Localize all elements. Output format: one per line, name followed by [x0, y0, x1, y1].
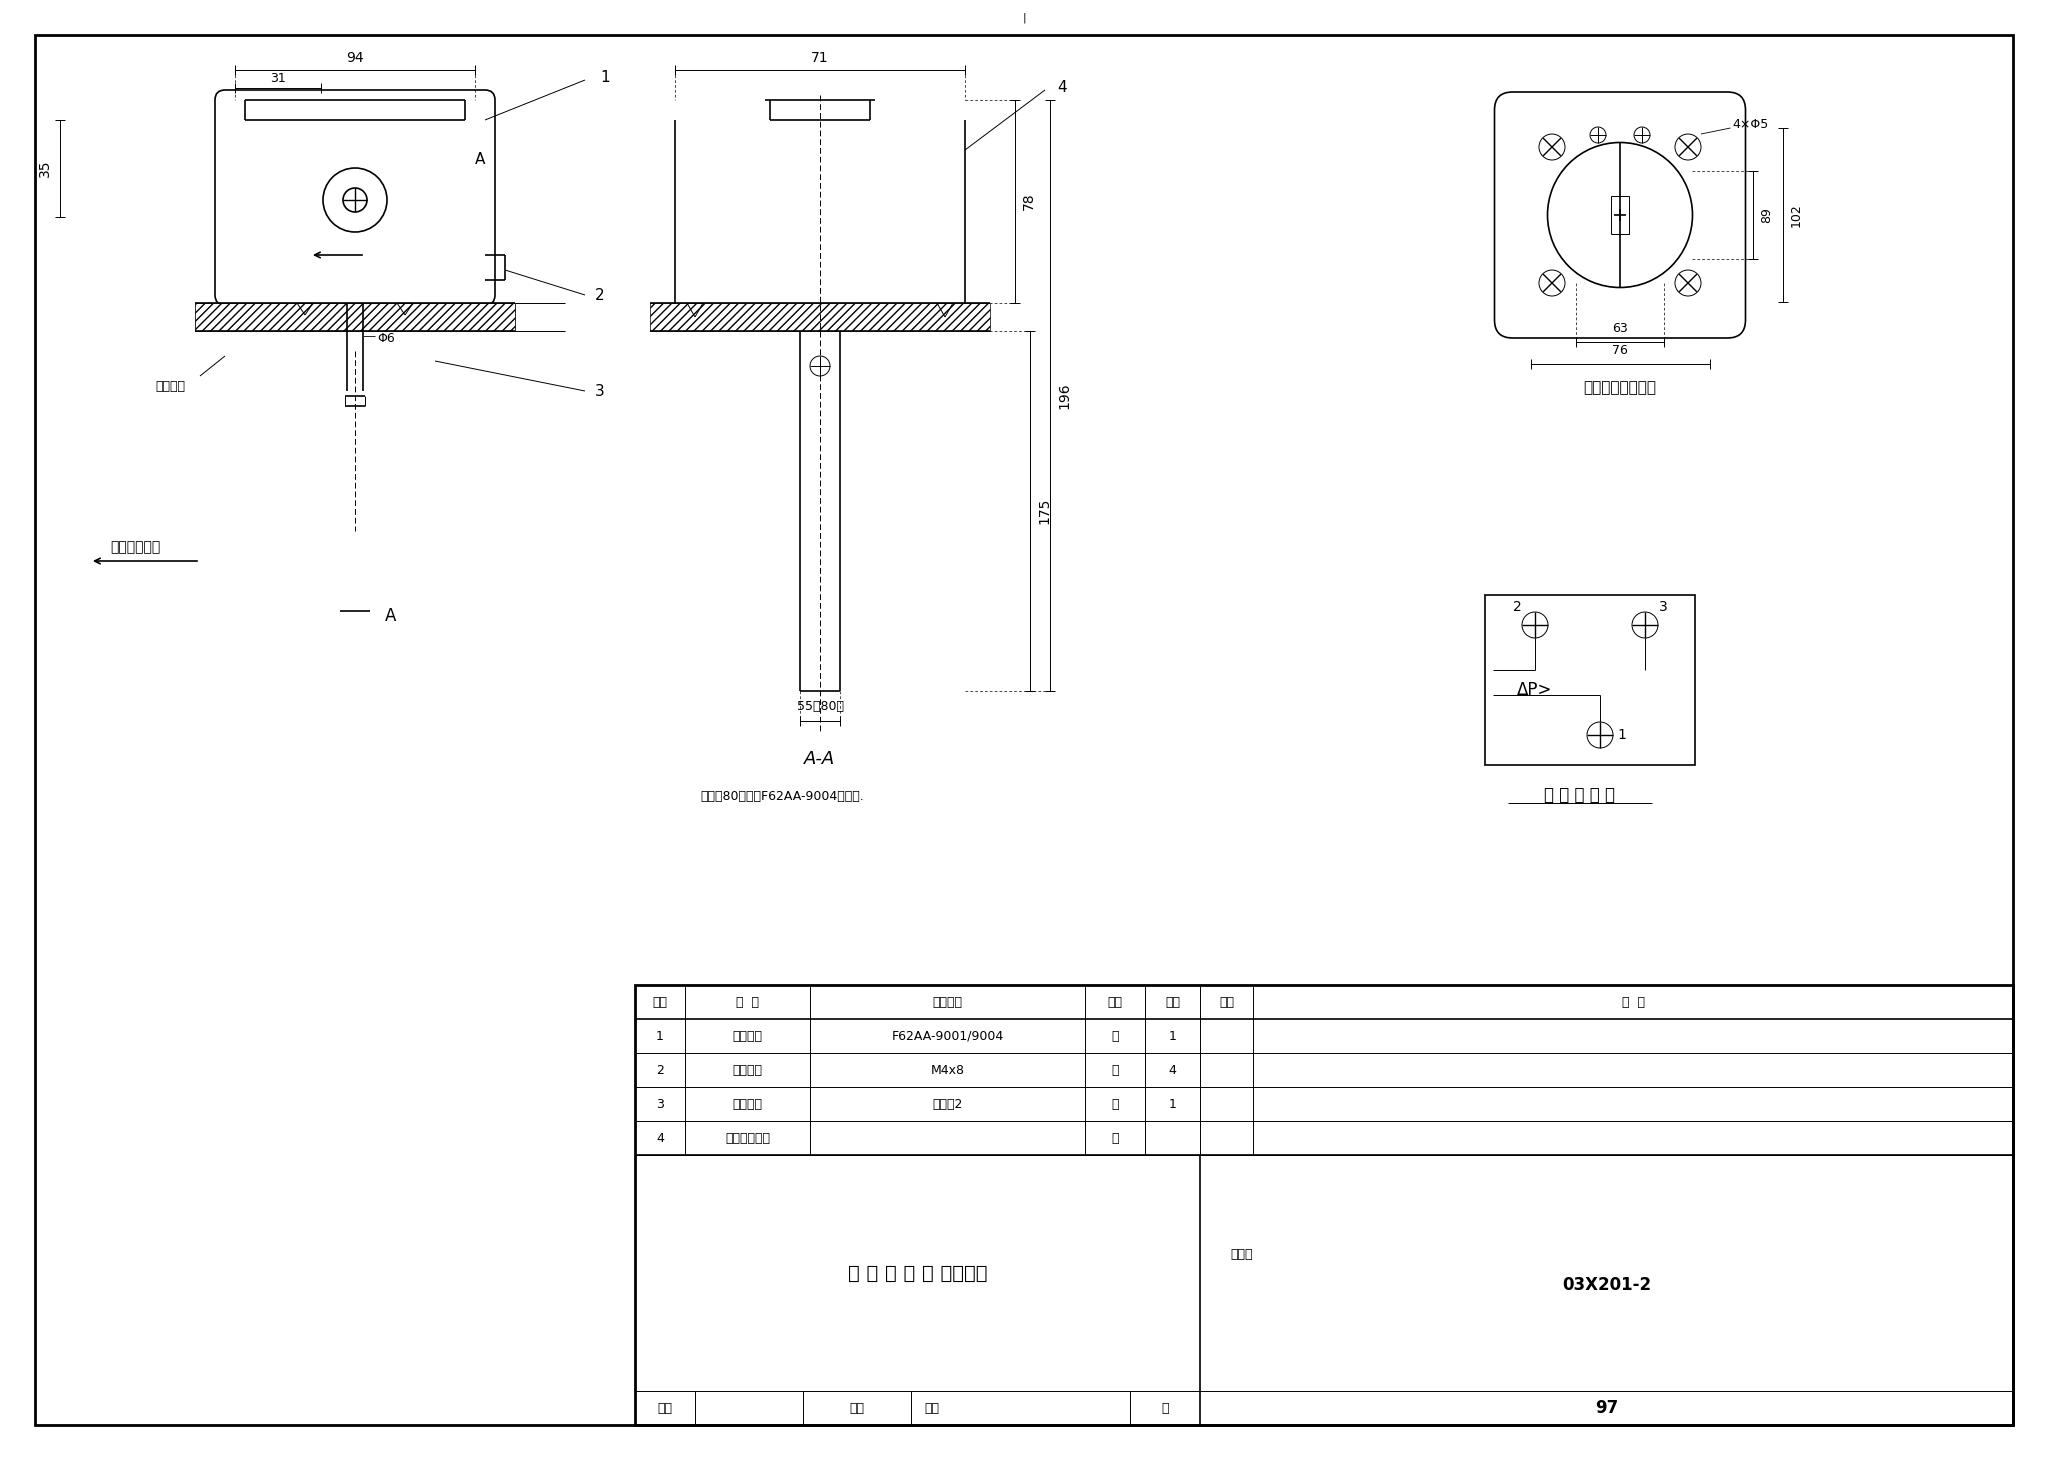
Text: 1: 1 — [1169, 1029, 1176, 1042]
Text: 1: 1 — [1169, 1098, 1176, 1111]
Text: 1: 1 — [655, 1029, 664, 1042]
Text: 数量: 数量 — [1165, 996, 1180, 1009]
Text: 4: 4 — [655, 1132, 664, 1145]
Text: 底板安装孔位置图: 底板安装孔位置图 — [1583, 381, 1657, 396]
Text: 35: 35 — [39, 159, 51, 177]
Text: 页次: 页次 — [1219, 996, 1235, 1009]
Bar — [1612, 196, 1628, 234]
Text: 89: 89 — [1759, 207, 1774, 223]
Text: 102: 102 — [1790, 203, 1802, 226]
Text: Φ6: Φ6 — [377, 333, 395, 346]
Text: 2: 2 — [655, 1063, 664, 1076]
Text: 橡胶厚2: 橡胶厚2 — [932, 1098, 963, 1111]
Text: 94: 94 — [346, 51, 365, 66]
Text: 97: 97 — [1595, 1399, 1618, 1418]
Text: 4×Φ5: 4×Φ5 — [1733, 118, 1769, 131]
Text: A: A — [475, 152, 485, 168]
Text: 196: 196 — [1057, 383, 1071, 409]
Text: |: | — [1022, 13, 1026, 23]
Text: 开 关 接 线 图: 开 关 接 线 图 — [1544, 785, 1616, 804]
Text: 备  注: 备 注 — [1622, 996, 1645, 1009]
Text: 风管管壁: 风管管壁 — [156, 380, 184, 393]
Text: F62AA-9001/9004: F62AA-9001/9004 — [891, 1029, 1004, 1042]
Text: 76: 76 — [1612, 345, 1628, 358]
Text: 个: 个 — [1112, 1132, 1118, 1145]
Text: 序号: 序号 — [653, 996, 668, 1009]
FancyBboxPatch shape — [1495, 92, 1745, 339]
Text: 校对: 校对 — [850, 1402, 864, 1415]
Bar — [195, 304, 514, 331]
Text: 页: 页 — [1161, 1402, 1169, 1415]
Text: 套: 套 — [1112, 1029, 1118, 1042]
Text: 图集号: 图集号 — [1231, 1248, 1253, 1261]
Text: 密封胶垫: 密封胶垫 — [733, 1098, 762, 1111]
Text: 自攻螺丝: 自攻螺丝 — [733, 1063, 762, 1076]
Text: 型号规格: 型号规格 — [932, 996, 963, 1009]
Text: 71: 71 — [811, 51, 829, 66]
Text: 个: 个 — [1112, 1063, 1118, 1076]
Text: 气 流 开 关 安 装（一）: 气 流 开 关 安 装（一） — [848, 1263, 987, 1282]
Bar — [649, 304, 989, 331]
Text: 63: 63 — [1612, 323, 1628, 336]
Text: 3: 3 — [1659, 600, 1667, 615]
Text: M4x8: M4x8 — [930, 1063, 965, 1076]
Text: 4: 4 — [1057, 80, 1067, 95]
Text: 175: 175 — [1036, 498, 1051, 524]
Text: 名  称: 名 称 — [735, 996, 760, 1009]
Text: 设计: 设计 — [924, 1402, 940, 1415]
Text: 78: 78 — [1022, 193, 1036, 210]
Text: 3: 3 — [596, 384, 604, 399]
Text: 气流开关底板: 气流开关底板 — [725, 1132, 770, 1145]
Text: 55（80）: 55（80） — [797, 701, 844, 714]
Text: 1: 1 — [1618, 729, 1626, 742]
Text: 2: 2 — [1513, 600, 1522, 615]
Text: 块: 块 — [1112, 1098, 1118, 1111]
Text: 审核: 审核 — [657, 1402, 672, 1415]
Bar — [1485, 596, 1696, 765]
Text: 空气流动方向: 空气流动方向 — [111, 540, 160, 553]
Text: 单位: 单位 — [1108, 996, 1122, 1009]
Text: 气流开关: 气流开关 — [733, 1029, 762, 1042]
Text: 2: 2 — [596, 288, 604, 302]
Text: 4: 4 — [1169, 1063, 1176, 1076]
FancyBboxPatch shape — [215, 91, 496, 305]
Text: 03X201-2: 03X201-2 — [1563, 1276, 1651, 1294]
Bar — [195, 304, 514, 331]
Text: 1: 1 — [600, 70, 610, 86]
Text: 31: 31 — [270, 72, 287, 85]
Text: 3: 3 — [655, 1098, 664, 1111]
Text: A-A: A-A — [805, 750, 836, 768]
Text: A: A — [385, 607, 397, 625]
Bar — [635, 986, 2013, 1425]
Text: ΔP>: ΔP> — [1518, 680, 1552, 699]
Text: 注：（80）值为F62AA-9004的宽度.: 注：（80）值为F62AA-9004的宽度. — [700, 790, 864, 803]
